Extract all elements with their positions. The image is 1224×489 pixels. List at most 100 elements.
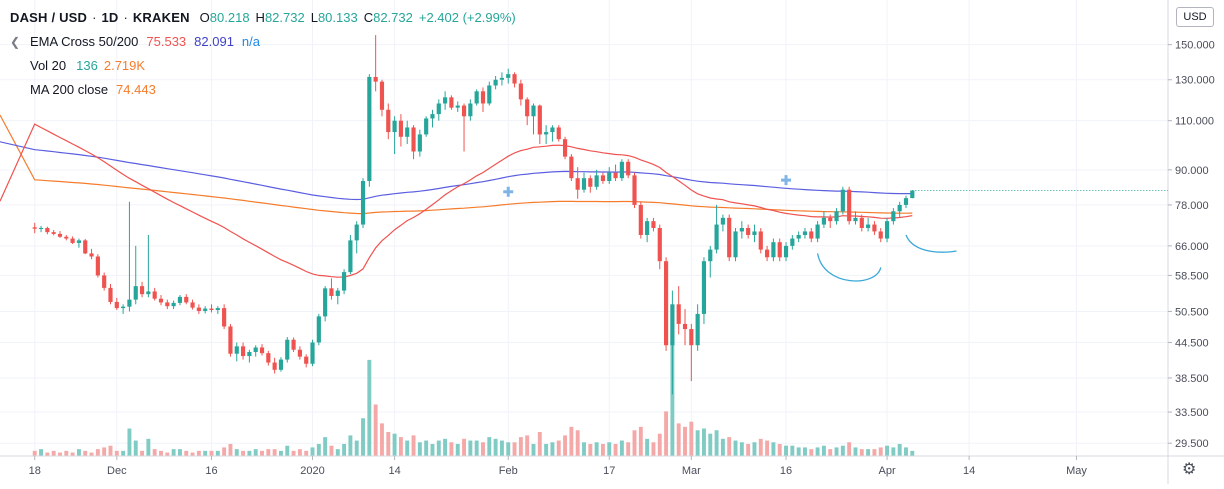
candle-body <box>190 302 195 308</box>
candle <box>32 222 37 234</box>
candle <box>45 226 50 235</box>
candle-body <box>291 339 296 350</box>
indicator-name[interactable]: Vol 20 <box>30 58 67 73</box>
volume-bar <box>405 440 410 456</box>
candle-body <box>537 105 542 135</box>
candle-body <box>525 99 530 117</box>
indicator-row-ema[interactable]: ❮ EMA Cross 50/200 75.533 82.091 n/a <box>10 30 516 54</box>
candle-body <box>398 120 403 137</box>
candle <box>449 95 454 110</box>
candle <box>518 79 523 106</box>
candle <box>695 304 700 351</box>
candle <box>373 35 378 92</box>
indicator-name[interactable]: MA 200 close <box>30 82 109 97</box>
volume-bar <box>354 440 359 456</box>
candle-body <box>739 227 744 232</box>
volume-bar <box>39 449 43 456</box>
candle <box>57 231 63 238</box>
candle <box>291 337 296 353</box>
candle-body <box>834 211 839 222</box>
candle <box>177 295 183 306</box>
volume-bar <box>83 450 88 456</box>
candle-body <box>663 261 669 346</box>
volume-bar <box>89 452 94 456</box>
volume-bar <box>228 443 233 456</box>
candle-body <box>139 286 145 295</box>
cross-marker <box>781 175 792 186</box>
candle <box>802 227 808 239</box>
candle-body <box>815 224 820 239</box>
volume-bar <box>481 442 485 456</box>
candle-body <box>89 253 94 257</box>
candle <box>83 238 88 255</box>
candle-body <box>499 77 505 80</box>
candle-body <box>847 189 852 222</box>
volume-bar <box>436 440 441 456</box>
symbol-row: DASH / USD · 1D · KRAKEN O 80.218 H 82.732… <box>10 6 516 30</box>
ema-fast-line <box>0 123 913 278</box>
volume-bar <box>114 450 119 456</box>
candle <box>215 306 220 314</box>
candle <box>777 238 782 262</box>
candle <box>859 214 864 232</box>
candle <box>480 87 486 112</box>
volume-bar <box>323 437 328 456</box>
symbol-label[interactable]: DASH / USD <box>10 10 88 25</box>
candle-body <box>840 189 845 212</box>
volume-bar <box>866 449 871 456</box>
candle <box>569 154 574 182</box>
candle-body <box>184 296 189 303</box>
candle-body <box>455 105 460 108</box>
candle-body <box>531 105 536 117</box>
indicator-name[interactable]: EMA Cross 50/200 <box>30 34 139 49</box>
candle <box>840 186 845 215</box>
candle <box>796 231 801 243</box>
interval-label[interactable]: 1D <box>101 10 119 25</box>
candle <box>613 164 618 182</box>
volume-bar <box>771 442 776 456</box>
price-tick-label: 50.500 <box>1175 306 1209 318</box>
candle <box>266 350 271 366</box>
candle <box>240 342 246 360</box>
gear-icon[interactable]: ⚙ <box>1182 461 1197 478</box>
candle <box>600 172 606 184</box>
candle <box>847 186 852 225</box>
candle-body <box>278 359 284 370</box>
indicator-row-ma[interactable]: MA 200 close 74.443 <box>10 78 516 102</box>
indicator-row-vol[interactable]: Vol 20 136 2.719K <box>10 54 516 78</box>
candle <box>657 224 662 270</box>
candle-body <box>518 83 523 100</box>
candle <box>468 99 473 121</box>
volume-bar <box>159 450 163 456</box>
currency-badge[interactable]: USD <box>1176 7 1214 27</box>
candle-body <box>651 221 656 228</box>
volume-bar <box>632 430 637 456</box>
candle <box>203 306 208 314</box>
candle <box>114 297 119 311</box>
volume-bar <box>51 450 56 456</box>
candle <box>638 201 643 239</box>
candle <box>247 349 252 363</box>
candle-body <box>272 362 277 370</box>
volume-bar <box>266 449 271 456</box>
volume-bar <box>316 443 321 456</box>
candle <box>910 190 915 199</box>
candle <box>51 230 56 236</box>
candle-body <box>550 127 555 133</box>
candle-body <box>222 308 227 327</box>
chevron-left-icon[interactable]: ❮ <box>10 35 21 49</box>
volume-bar <box>651 442 656 456</box>
volume-bar <box>297 449 302 456</box>
candle <box>506 68 511 84</box>
moving-averages <box>0 114 913 278</box>
candle <box>316 313 321 346</box>
candle-body <box>430 114 435 119</box>
volume-bar <box>165 452 170 456</box>
volume-bar <box>304 450 309 456</box>
volume-bar <box>253 449 258 456</box>
candle-body <box>752 231 757 235</box>
volume-bar <box>645 438 650 456</box>
volume-bar <box>278 450 283 456</box>
